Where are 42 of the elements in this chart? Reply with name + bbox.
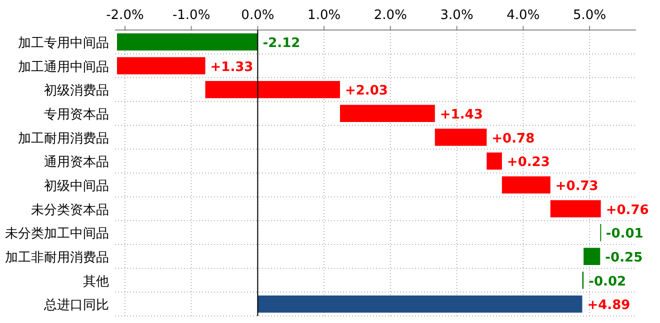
x-tick-label: 3.0% (440, 8, 474, 23)
y-tick-label: 加工专用中间品 (18, 36, 109, 51)
y-tick-label: 未分类加工中间品 (5, 226, 109, 242)
x-tick-label: 1.0% (308, 8, 341, 23)
x-tick-label: 0.0% (241, 8, 274, 23)
data-label: -0.25 (605, 250, 643, 266)
bar (258, 296, 582, 313)
y-tick-label: 初级消费品 (44, 84, 109, 99)
data-label: -0.01 (606, 226, 644, 242)
y-tick-label: 未分类资本品 (31, 202, 109, 218)
x-tick-label: -2.0% (106, 8, 144, 23)
y-tick-label: 初级中间品 (44, 178, 109, 194)
data-label: +0.23 (506, 155, 550, 170)
data-label: -0.02 (588, 274, 626, 290)
x-tick-label: -1.0% (172, 8, 210, 23)
y-tick-label: 专用资本品 (44, 107, 109, 122)
bar (205, 81, 340, 98)
bar (486, 152, 502, 170)
y-tick-label: 加工非耐用消费品 (5, 250, 109, 266)
bar (116, 33, 258, 50)
x-tick-label: 2.0% (374, 8, 407, 23)
data-label: +4.89 (587, 298, 630, 314)
y-tick-label: 其他 (83, 274, 109, 290)
data-label: +2.03 (344, 84, 388, 99)
x-tick-label: 4.0% (506, 8, 540, 23)
data-label: +0.78 (492, 131, 535, 146)
data-label: +0.73 (555, 178, 598, 194)
bar (116, 57, 206, 74)
data-label: +1.43 (440, 107, 483, 122)
y-tick-label: 通用资本品 (44, 155, 109, 170)
data-label: -2.12 (262, 36, 300, 51)
y-tick-label: 总进口同比 (43, 298, 109, 314)
bar (502, 176, 550, 194)
x-tick-label: 5.0% (573, 8, 606, 23)
data-label: +0.76 (606, 202, 649, 218)
bar (340, 104, 435, 122)
bar (584, 248, 600, 265)
bar (434, 128, 487, 146)
y-tick-label: 加工通用中间品 (18, 60, 109, 75)
bar (550, 200, 601, 218)
data-label: +1.33 (210, 60, 254, 75)
y-tick-label: 加工耐用消费品 (18, 131, 109, 146)
